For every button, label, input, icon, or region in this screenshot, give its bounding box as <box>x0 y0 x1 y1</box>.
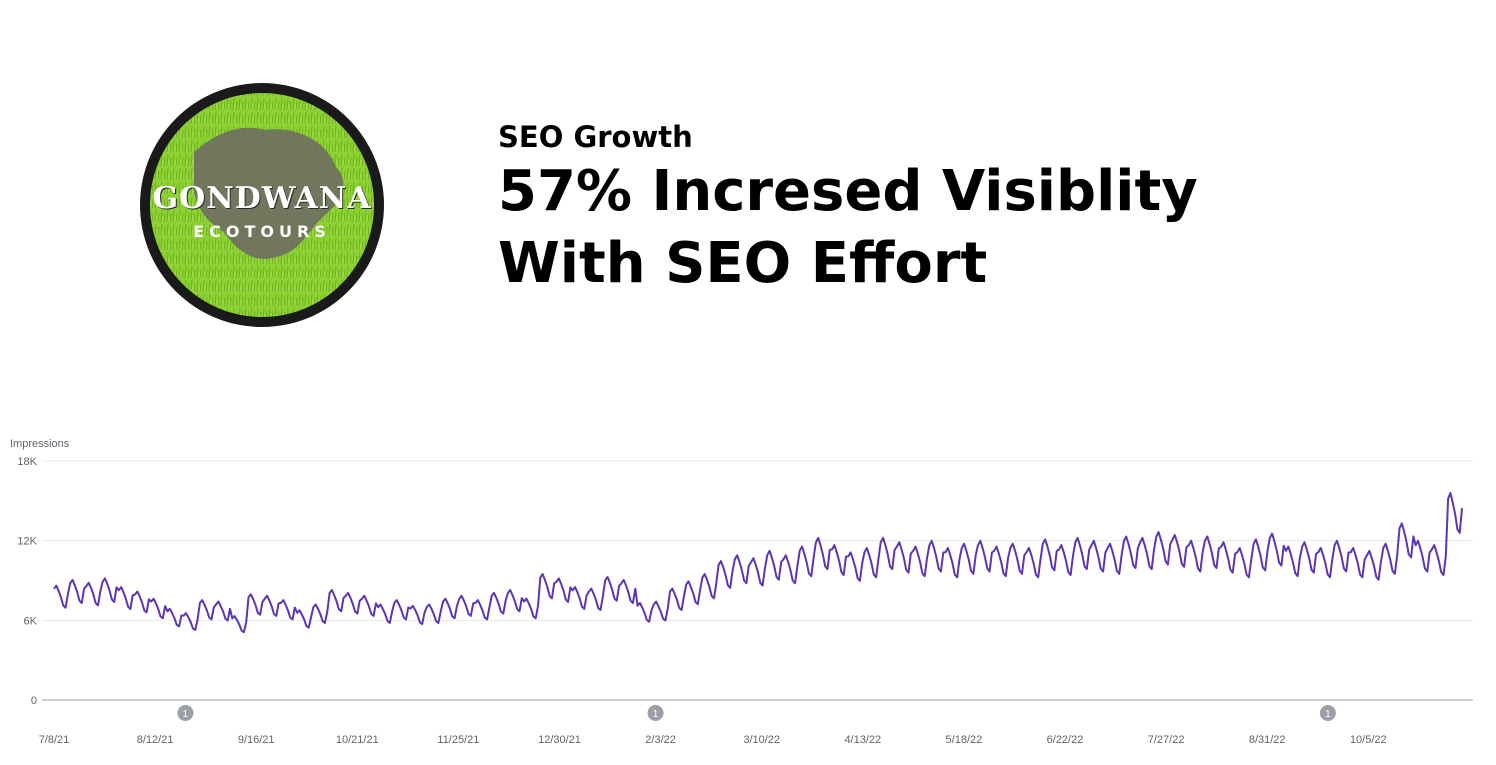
y-tick-label: 0 <box>31 695 37 707</box>
x-tick-label: 10/5/22 <box>1350 734 1387 746</box>
x-tick-label: 8/12/21 <box>137 734 174 746</box>
x-tick-label: 9/16/21 <box>238 734 275 746</box>
company-logo: GONDWANA ECOTOURS <box>136 82 388 328</box>
x-tick-label: 5/18/22 <box>946 734 983 746</box>
headline-title-line2: With SEO Effort <box>498 231 988 296</box>
svg-text:1: 1 <box>653 709 659 720</box>
headline-title-line1: 57% Incresed Visiblity <box>498 159 1198 224</box>
x-tick-label: 3/10/22 <box>743 734 780 746</box>
svg-text:1: 1 <box>183 709 189 720</box>
x-tick-label: 10/21/21 <box>336 734 379 746</box>
y-tick-label: 6K <box>24 615 38 627</box>
annotation-marker[interactable]: 1 <box>647 705 664 721</box>
annotation-marker[interactable]: 1 <box>1319 705 1336 721</box>
x-tick-label: 6/22/22 <box>1047 734 1084 746</box>
y-tick-label: 18K <box>17 456 37 468</box>
x-tick-label: 7/27/22 <box>1148 734 1185 746</box>
continent-shape <box>193 127 344 259</box>
annotation-marker[interactable]: 1 <box>177 705 194 721</box>
series-line <box>53 492 1463 634</box>
x-tick-label: 12/30/21 <box>538 734 581 746</box>
logo-badge <box>140 83 384 327</box>
x-tick-label: 7/8/21 <box>39 734 70 746</box>
headline-block: SEO Growth 57% Incresed Visiblity With S… <box>498 118 1398 300</box>
x-tick-label: 8/31/22 <box>1249 734 1286 746</box>
chart-canvas: Impressions 0 6K 12K 18K 7/8/21 8/12/21 9/16/… <box>10 438 1473 746</box>
x-tick-label: 11/25/21 <box>437 734 479 746</box>
logo-name: GONDWANA <box>152 181 372 216</box>
y-tick-label: 12K <box>17 536 37 548</box>
x-tick-label: 2/3/22 <box>645 734 676 746</box>
svg-text:1: 1 <box>1325 709 1331 720</box>
logo-subtitle: ECOTOURS <box>193 222 331 241</box>
y-axis-label: Impressions <box>10 438 70 450</box>
impressions-chart: Impressions 0 6K 12K 18K 7/8/21 8/12/21 9/16/… <box>0 430 1496 761</box>
x-tick-label: 4/13/22 <box>844 734 881 746</box>
headline-kicker: SEO Growth <box>498 120 693 154</box>
